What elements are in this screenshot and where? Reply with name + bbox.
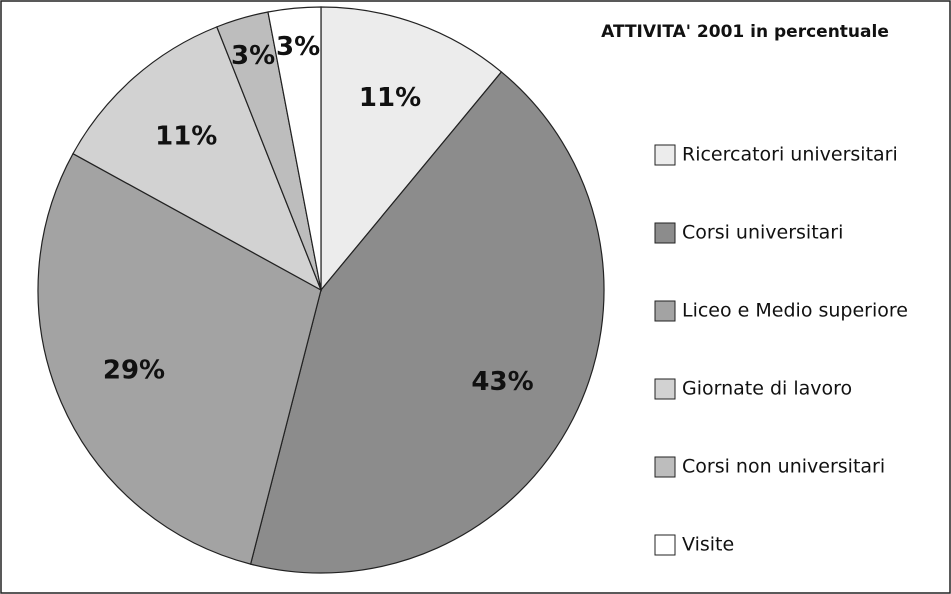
data-label: 11% bbox=[359, 83, 421, 113]
legend-swatch bbox=[654, 378, 676, 400]
data-label: 29% bbox=[103, 355, 165, 385]
legend-swatch bbox=[654, 144, 676, 166]
pie-slice bbox=[72, 26, 323, 292]
legend-swatch bbox=[654, 456, 676, 478]
data-label: 3% bbox=[276, 32, 320, 62]
legend-label: Corsi non universitari bbox=[682, 456, 885, 478]
legend-label: Giornate di lavoro bbox=[682, 378, 852, 400]
legend-label: Liceo e Medio superiore bbox=[682, 300, 908, 322]
pie-slice bbox=[249, 71, 605, 574]
chart-title: ATTIVITA' 2001 in percentuale bbox=[601, 22, 889, 42]
data-label: 11% bbox=[155, 122, 217, 152]
pie-slice bbox=[37, 152, 322, 565]
legend-swatch bbox=[654, 534, 676, 556]
legend-label: Corsi universitari bbox=[682, 222, 843, 244]
legend-swatch bbox=[654, 300, 676, 322]
data-label: 3% bbox=[231, 41, 275, 71]
legend-label: Visite bbox=[682, 534, 734, 556]
data-label: 43% bbox=[471, 367, 533, 397]
legend-swatch bbox=[654, 222, 676, 244]
pie-slice bbox=[267, 6, 322, 291]
pie-slice bbox=[320, 6, 503, 292]
legend-label: Ricercatori universitari bbox=[682, 144, 898, 166]
